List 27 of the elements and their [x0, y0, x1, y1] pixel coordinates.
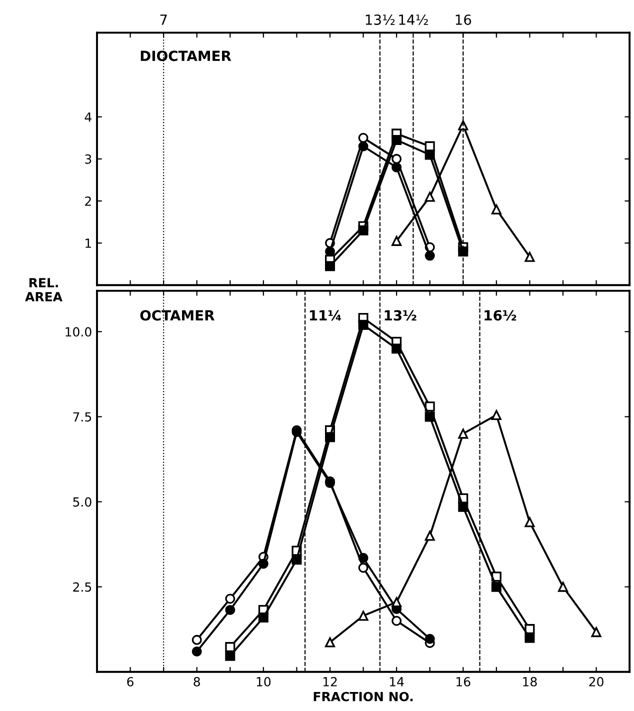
x-tick-label: 16 [456, 676, 470, 686]
ref-line-label: 16 [456, 14, 472, 25]
x-tick-label: 18 [523, 676, 537, 686]
y-axis-title: REL. AREA [25, 278, 62, 302]
ref-line-label: 7 [160, 14, 167, 25]
y-tick-label: 1 [86, 238, 91, 248]
x-tick-label: 10 [256, 676, 271, 686]
text: DIOCTAMER [140, 50, 232, 62]
y-tick-label: 7.5 [73, 412, 92, 422]
ref-line-label: 16½ [484, 310, 516, 321]
ref-line-label: 13½ [366, 14, 395, 25]
x-tick-label: 12 [323, 676, 337, 686]
x-axis-title: FRACTION NO. [314, 692, 413, 702]
x-tick-label: 6 [127, 676, 134, 686]
ref-line-label: 14½ [399, 14, 428, 25]
y-tick-label: 10.0 [66, 327, 92, 337]
y-tick-label: 5.0 [73, 497, 92, 507]
y-tick-label: 4 [84, 112, 92, 122]
x-tick-label: 20 [589, 676, 604, 686]
ref-line-label: 13½ [384, 310, 416, 321]
x-tick-label: 8 [194, 676, 200, 686]
y-tick-label: 3 [85, 154, 92, 164]
text: OCTAMER [140, 310, 214, 321]
ref-line-label: 11¼ [310, 310, 341, 321]
y-tick-label: 2 [85, 196, 91, 206]
x-tick-label: 14 [390, 677, 404, 686]
y-tick-label: 2.5 [73, 582, 92, 592]
